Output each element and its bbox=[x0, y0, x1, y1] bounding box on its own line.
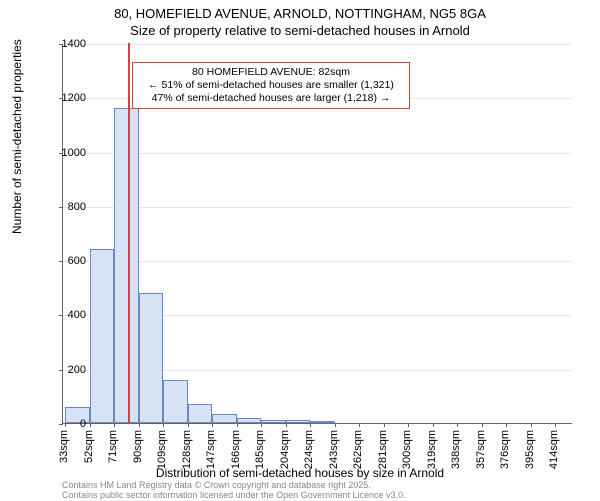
histogram-bar bbox=[139, 293, 164, 423]
xtick-mark bbox=[384, 423, 385, 427]
attribution-footer: Contains HM Land Registry data © Crown c… bbox=[62, 480, 406, 501]
xtick-mark bbox=[531, 423, 532, 427]
histogram-bar bbox=[163, 380, 188, 423]
chart-area: 80 HOMEFIELD AVENUE: 82sqm ← 51% of semi… bbox=[62, 44, 572, 424]
xtick-label: 395sqm bbox=[524, 430, 536, 469]
histogram-bar bbox=[114, 108, 139, 423]
xtick-label: 71sqm bbox=[107, 430, 119, 463]
xtick-label: 224sqm bbox=[303, 430, 315, 469]
callout-line1: 80 HOMEFIELD AVENUE: 82sqm bbox=[137, 66, 405, 79]
xtick-label: 90sqm bbox=[132, 430, 144, 463]
ytick-label: 600 bbox=[46, 255, 86, 267]
footer-line1: Contains HM Land Registry data © Crown c… bbox=[62, 480, 406, 490]
xtick-label: 357sqm bbox=[475, 430, 487, 469]
xtick-mark bbox=[237, 423, 238, 427]
xtick-label: 338sqm bbox=[450, 430, 462, 469]
xtick-mark bbox=[139, 423, 140, 427]
xtick-label: 109sqm bbox=[156, 430, 168, 469]
xtick-mark bbox=[433, 423, 434, 427]
xtick-label: 281sqm bbox=[377, 430, 389, 469]
ytick-label: 800 bbox=[46, 201, 86, 213]
callout-line3: 47% of semi-detached houses are larger (… bbox=[137, 92, 405, 105]
xtick-mark bbox=[506, 423, 507, 427]
ytick-label: 200 bbox=[46, 364, 86, 376]
histogram-bar bbox=[90, 249, 115, 423]
xtick-label: 319sqm bbox=[426, 430, 438, 469]
xtick-mark bbox=[359, 423, 360, 427]
xtick-mark bbox=[163, 423, 164, 427]
ytick-label: 1400 bbox=[46, 38, 86, 50]
histogram-bar bbox=[286, 420, 311, 423]
xtick-mark bbox=[188, 423, 189, 427]
xtick-label: 147sqm bbox=[205, 430, 217, 469]
title-line1: 80, HOMEFIELD AVENUE, ARNOLD, NOTTINGHAM… bbox=[0, 6, 600, 23]
ytick-label: 0 bbox=[46, 418, 86, 430]
xtick-mark bbox=[408, 423, 409, 427]
xtick-mark bbox=[90, 423, 91, 427]
xtick-label: 243sqm bbox=[328, 430, 340, 469]
xtick-label: 166sqm bbox=[230, 430, 242, 469]
xtick-mark bbox=[286, 423, 287, 427]
xtick-mark bbox=[310, 423, 311, 427]
histogram-bar bbox=[212, 414, 237, 424]
xtick-mark bbox=[482, 423, 483, 427]
reference-line bbox=[128, 43, 130, 423]
xtick-label: 414sqm bbox=[548, 430, 560, 469]
gridline bbox=[63, 153, 572, 154]
title-line2: Size of property relative to semi-detach… bbox=[0, 23, 600, 40]
chart-title: 80, HOMEFIELD AVENUE, ARNOLD, NOTTINGHAM… bbox=[0, 0, 600, 40]
histogram-bar bbox=[310, 421, 335, 423]
histogram-bar bbox=[237, 418, 262, 423]
gridline bbox=[63, 44, 572, 45]
xtick-mark bbox=[335, 423, 336, 427]
xtick-label: 376sqm bbox=[499, 430, 511, 469]
xtick-label: 52sqm bbox=[83, 430, 95, 463]
reference-callout: 80 HOMEFIELD AVENUE: 82sqm ← 51% of semi… bbox=[132, 62, 410, 109]
histogram-bar bbox=[261, 420, 286, 423]
histogram-bar bbox=[188, 404, 213, 423]
xtick-label: 128sqm bbox=[181, 430, 193, 469]
xtick-label: 33sqm bbox=[58, 430, 70, 463]
y-axis-label: Number of semi-detached properties bbox=[10, 39, 24, 234]
xtick-label: 262sqm bbox=[352, 430, 364, 469]
xtick-mark bbox=[457, 423, 458, 427]
xtick-mark bbox=[212, 423, 213, 427]
ytick-label: 400 bbox=[46, 309, 86, 321]
ytick-label: 1200 bbox=[46, 92, 86, 104]
gridline bbox=[63, 207, 572, 208]
footer-line2: Contains public sector information licen… bbox=[62, 490, 406, 500]
xtick-label: 185sqm bbox=[254, 430, 266, 469]
xtick-mark bbox=[555, 423, 556, 427]
callout-line2: ← 51% of semi-detached houses are smalle… bbox=[137, 79, 405, 92]
xtick-label: 204sqm bbox=[279, 430, 291, 469]
xtick-mark bbox=[114, 423, 115, 427]
xtick-label: 300sqm bbox=[401, 430, 413, 469]
gridline bbox=[63, 261, 572, 262]
ytick-label: 1000 bbox=[46, 147, 86, 159]
xtick-mark bbox=[261, 423, 262, 427]
